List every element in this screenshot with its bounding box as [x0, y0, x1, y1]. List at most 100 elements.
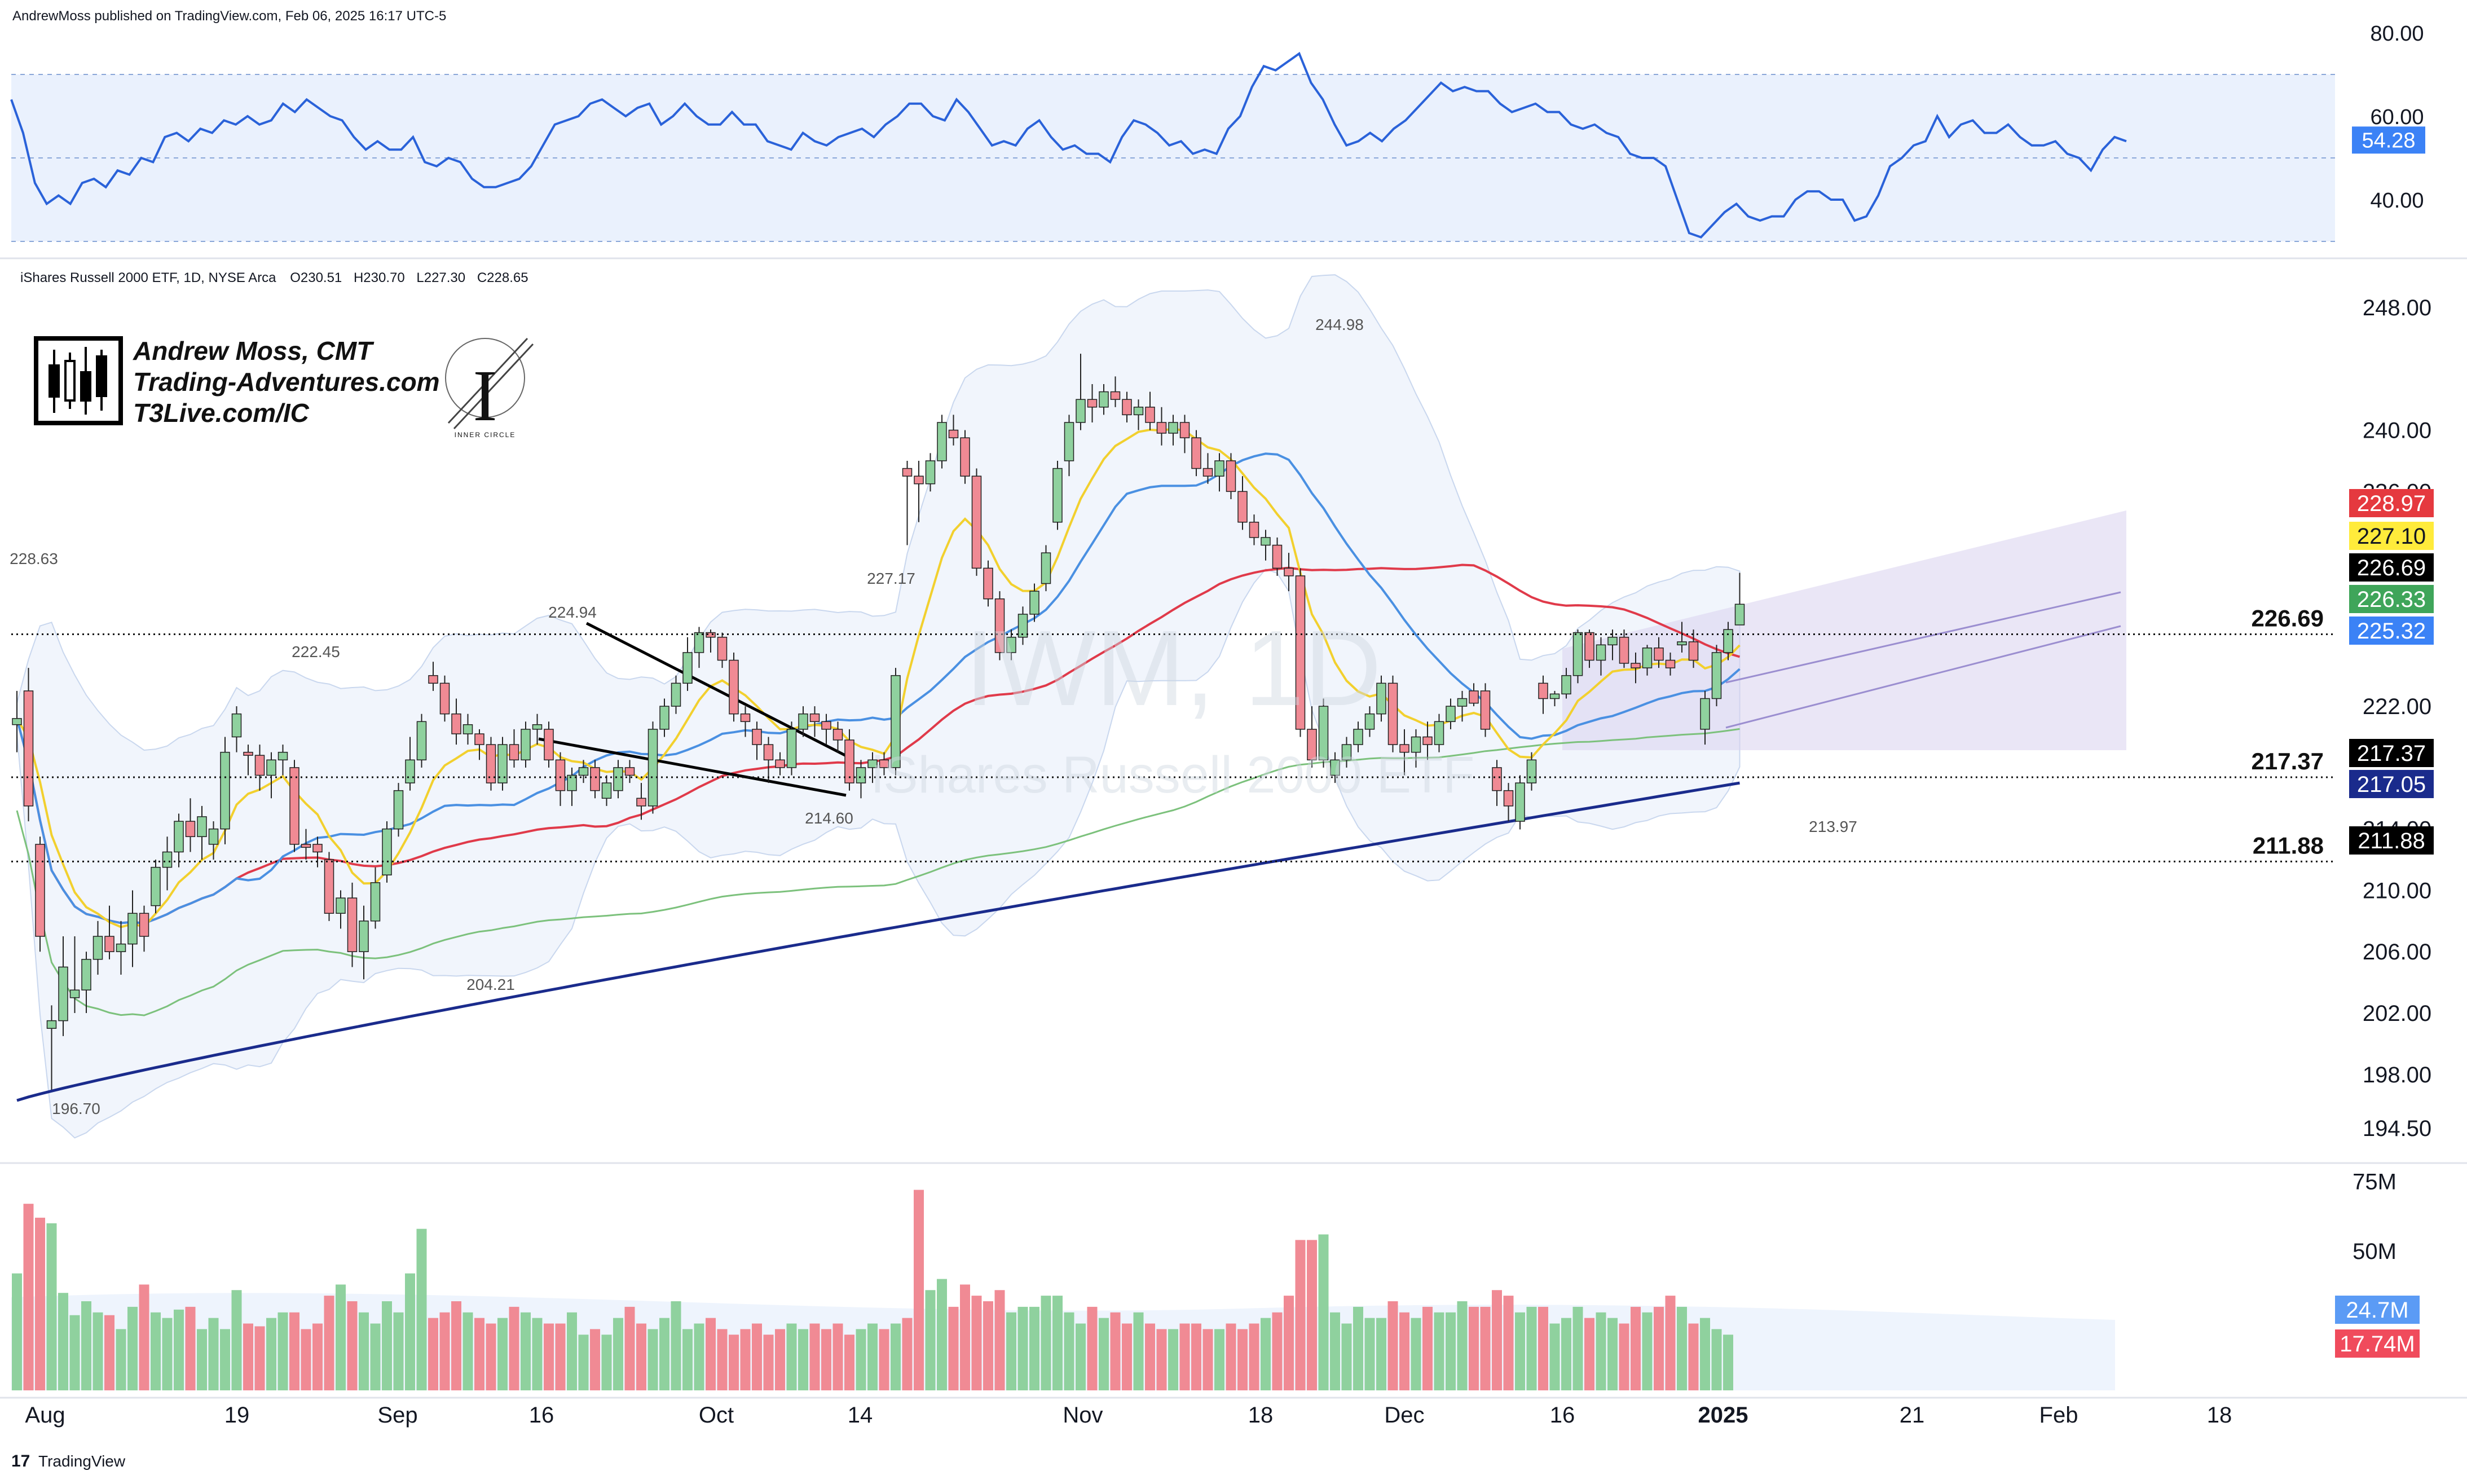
- candle-body: [359, 921, 369, 952]
- volume-bar: [81, 1301, 91, 1390]
- candle: [12, 690, 22, 752]
- candle-body: [844, 739, 854, 783]
- volume-bar: [1376, 1318, 1386, 1390]
- candle-body: [1711, 652, 1722, 699]
- volume-bar: [185, 1306, 196, 1390]
- candle-body: [162, 851, 173, 868]
- candle-body: [1099, 391, 1109, 408]
- volume-bar: [1700, 1318, 1710, 1390]
- volume-bar: [879, 1329, 889, 1390]
- volume-bar: [1133, 1312, 1144, 1390]
- axis-tag-bg: [2349, 553, 2434, 582]
- candle-body: [1110, 391, 1121, 400]
- axis-tag-bg: [2349, 522, 2434, 550]
- volume-bar: [370, 1323, 381, 1390]
- axis-tag-bg: [2349, 489, 2434, 517]
- candle: [208, 821, 219, 860]
- x-tick-label: Oct: [699, 1403, 734, 1428]
- volume-bar: [312, 1323, 323, 1390]
- price-tick-label: 240.00: [2363, 419, 2431, 443]
- volume-bar: [462, 1312, 473, 1390]
- axis-price-tag: 217.05: [2349, 770, 2434, 798]
- candle-body: [474, 733, 484, 745]
- candle-body: [821, 721, 831, 730]
- candle: [1029, 583, 1039, 622]
- candle: [1076, 354, 1086, 430]
- candle: [1122, 391, 1132, 422]
- candle: [220, 737, 230, 844]
- volume-bar: [359, 1312, 369, 1390]
- volume-bar: [174, 1309, 184, 1390]
- volume-bar: [1480, 1306, 1491, 1390]
- candle: [277, 745, 288, 776]
- candle: [1665, 652, 1676, 676]
- volume-bar: [763, 1335, 774, 1390]
- candle-body: [925, 460, 936, 485]
- candle: [544, 721, 554, 768]
- candle-body: [590, 767, 600, 791]
- candle: [1688, 629, 1699, 668]
- volume-bar: [1110, 1312, 1121, 1390]
- candle: [867, 752, 878, 783]
- volume-bar: [740, 1329, 751, 1390]
- candle-body: [277, 751, 288, 761]
- volume-bar: [544, 1323, 554, 1390]
- volume-bar: [69, 1315, 80, 1390]
- axis-price-tag: 211.88: [2349, 826, 2434, 855]
- sma50-line: [16, 563, 1741, 924]
- volume-bar: [1411, 1318, 1421, 1390]
- candle: [752, 721, 762, 760]
- volume-bar: [809, 1323, 820, 1390]
- volume-bar: [277, 1312, 288, 1390]
- symbol-name: iShares Russell 2000 ETF, 1D, NYSE Arca: [20, 270, 276, 285]
- candle: [497, 737, 508, 791]
- brand-url: T3Live.com/IC: [133, 398, 310, 428]
- candle: [197, 805, 207, 860]
- candle: [740, 706, 751, 737]
- volume-bar: [671, 1301, 681, 1390]
- candle-body: [879, 759, 889, 768]
- candle-body: [393, 790, 404, 830]
- volume-bar: [139, 1284, 149, 1390]
- volume-bar: [1549, 1323, 1560, 1390]
- candle-body: [1295, 575, 1306, 730]
- volume-bar: [162, 1318, 173, 1390]
- volume-bar: [1341, 1323, 1352, 1390]
- tradingview-logo[interactable]: 17 TradingView: [11, 1452, 126, 1470]
- volume-bar: [451, 1301, 461, 1390]
- volume-bar: [1492, 1290, 1502, 1390]
- candle: [578, 760, 589, 783]
- volume-bar: [1041, 1296, 1051, 1390]
- x-tick-label: 18: [1248, 1403, 1274, 1428]
- candle-body: [104, 936, 114, 952]
- volume-bar: [1399, 1312, 1409, 1390]
- candle-body: [1411, 736, 1421, 753]
- volume-current-tag: 24.7M: [2335, 1296, 2420, 1324]
- volume-bar: [532, 1318, 543, 1390]
- candle-body: [289, 767, 299, 845]
- candle-body: [983, 567, 993, 600]
- volume-bar: [1353, 1306, 1363, 1390]
- volume-bar: [92, 1312, 103, 1390]
- candle: [1307, 706, 1317, 768]
- candle: [1341, 737, 1352, 768]
- candle: [706, 629, 716, 653]
- candle: [301, 829, 311, 860]
- volume-bar: [1364, 1318, 1375, 1390]
- candle: [1700, 690, 1710, 745]
- volume-bar: [1665, 1296, 1676, 1390]
- candle: [231, 706, 242, 752]
- candle-body: [197, 816, 207, 838]
- candle: [359, 905, 369, 980]
- candle-body: [544, 729, 554, 761]
- candle: [1272, 537, 1283, 576]
- ohlc-high: H230.70: [354, 270, 405, 285]
- candle-body: [509, 744, 519, 761]
- axis-price-tag: 226.69: [2349, 553, 2434, 582]
- volume-bar: [1145, 1323, 1155, 1390]
- candle: [1584, 629, 1594, 668]
- candle: [832, 721, 843, 752]
- candle: [960, 430, 970, 484]
